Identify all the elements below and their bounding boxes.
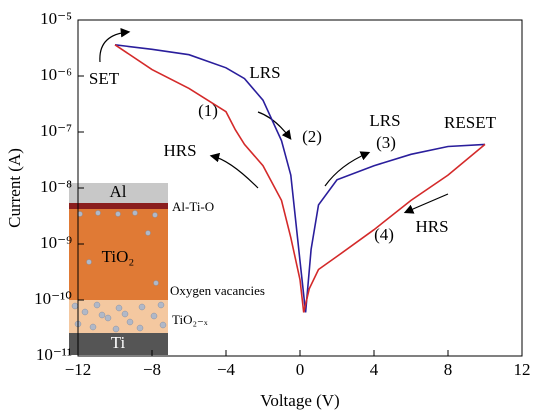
series-line [114, 44, 486, 313]
annotation: LRS [369, 111, 400, 130]
series-line [114, 44, 486, 313]
x-tick-label: 12 [514, 360, 531, 379]
inset-label: Ti [111, 333, 126, 352]
x-tick-label: 0 [296, 360, 305, 379]
y-tick-label: 10⁻⁸ [40, 177, 72, 196]
annotation: RESET [444, 113, 497, 132]
x-tick-label: 8 [444, 360, 453, 379]
y-axis-label: Current (A) [5, 148, 24, 228]
y-tick-label: 10⁻¹⁰ [34, 289, 72, 308]
annotation: LRS [249, 63, 280, 82]
inset-label: Al [110, 182, 127, 201]
annotation: HRS [415, 217, 448, 236]
y-tick-label: 10⁻⁷ [40, 121, 72, 140]
x-tick-label: −4 [217, 360, 236, 379]
inset-label: Oxygen vacancies [170, 283, 265, 298]
x-tick-label: −8 [143, 360, 161, 379]
inset-label: TiO₂₋ₓ [172, 312, 208, 327]
y-tick-label: 10⁻¹¹ [36, 345, 72, 364]
x-axis-label: Voltage (V) [260, 391, 339, 410]
annotation: (4) [374, 225, 394, 244]
annotation: (1) [198, 101, 218, 120]
annotation: (3) [376, 133, 396, 152]
y-tick-label: 10⁻⁵ [40, 9, 72, 28]
inset-label: Al-Ti-O [172, 199, 214, 214]
inset [69, 183, 168, 355]
x-tick-label: 4 [370, 360, 379, 379]
y-tick-label: 10⁻⁶ [40, 65, 72, 84]
arrows [99, 27, 449, 214]
inset-label: TiO₂ [102, 247, 135, 266]
annotation: SET [89, 69, 120, 88]
x-tick-label: −12 [65, 360, 92, 379]
y-tick-label: 10⁻⁹ [40, 233, 72, 252]
annotation: HRS [163, 141, 196, 160]
annotation: (2) [302, 127, 322, 146]
